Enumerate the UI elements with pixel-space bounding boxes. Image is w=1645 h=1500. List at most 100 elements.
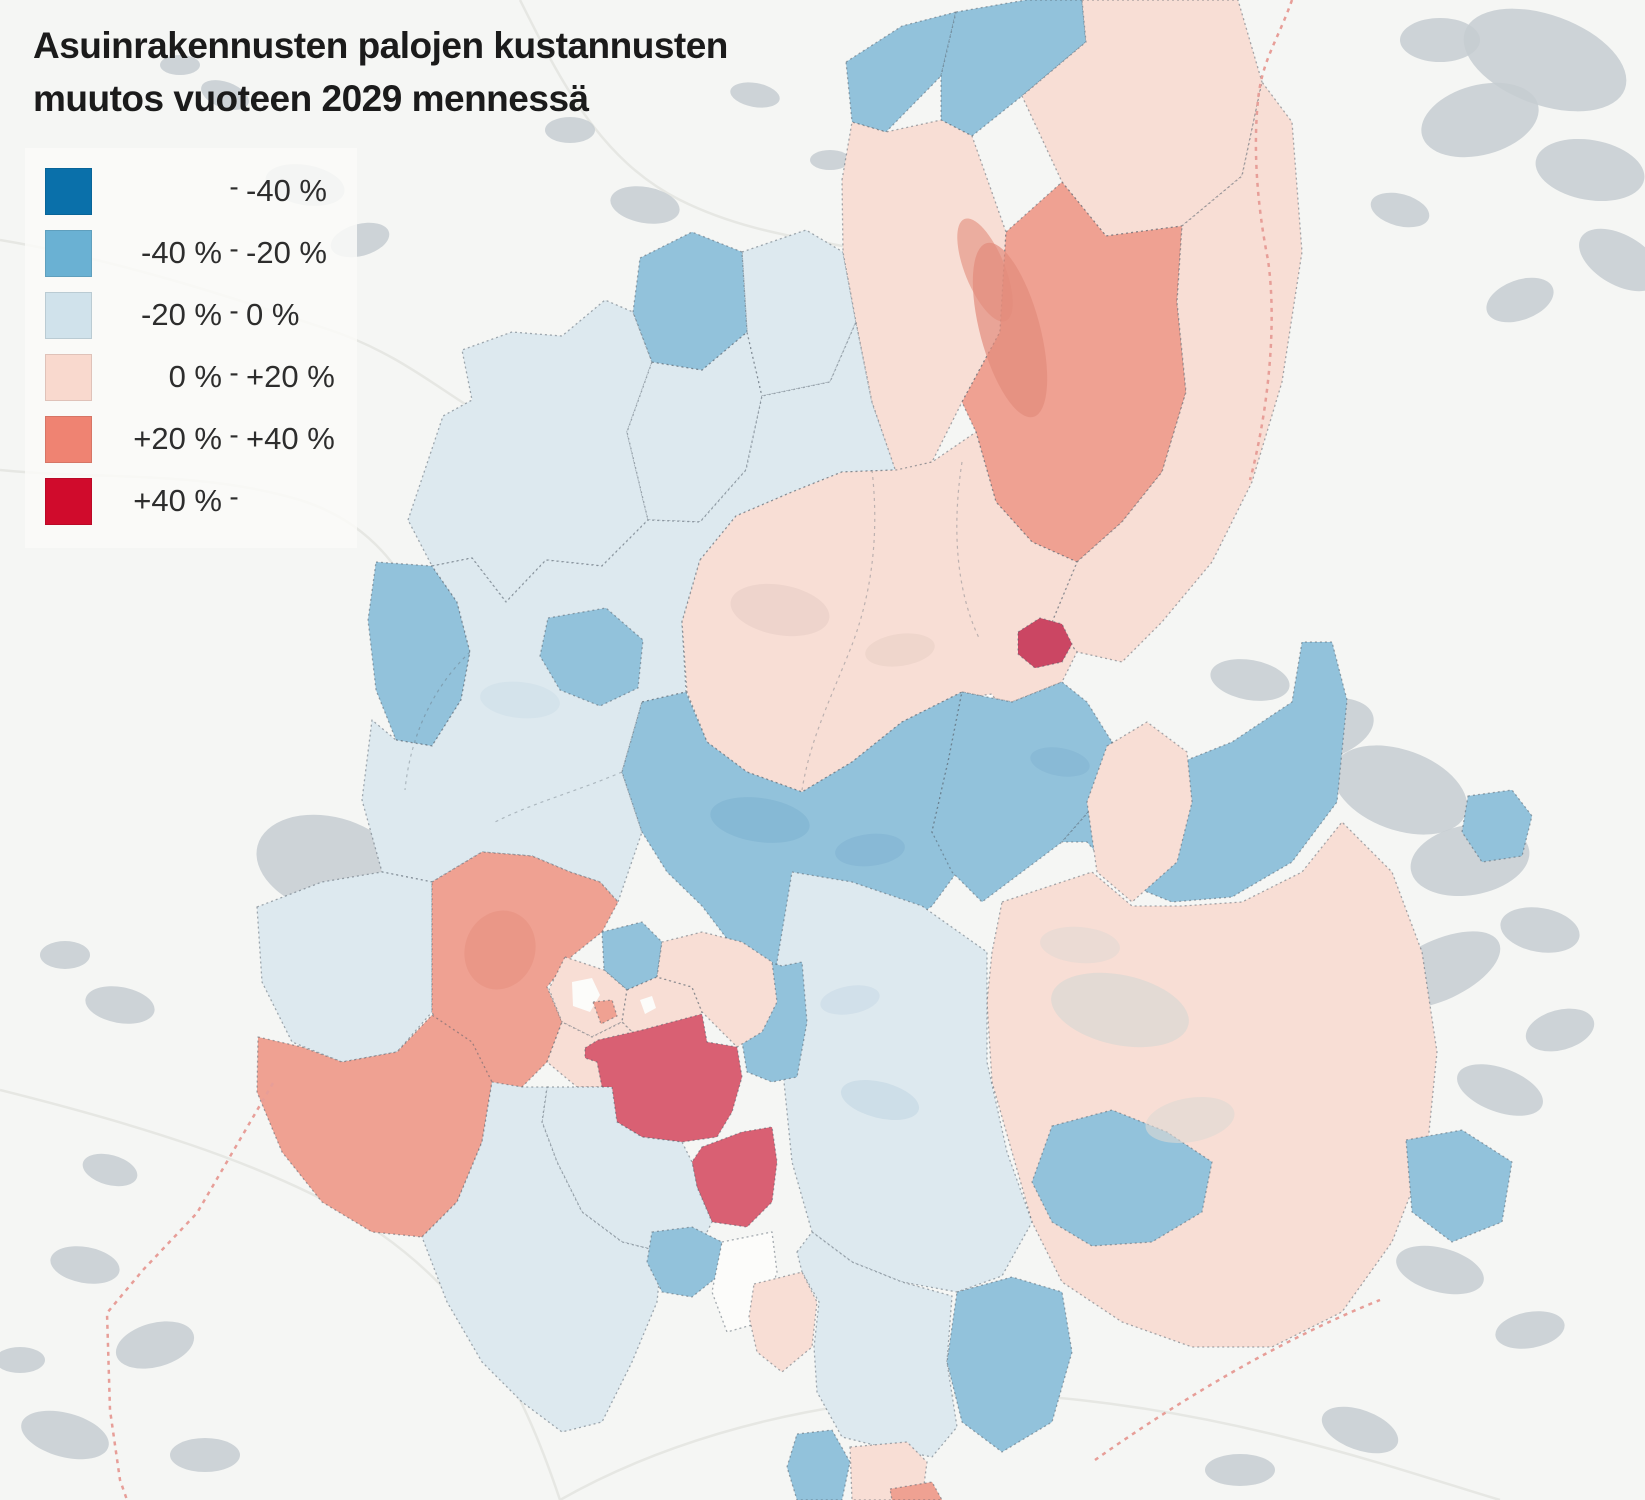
lake-shape	[1579, 228, 1645, 292]
lake-shape	[85, 986, 155, 1024]
map-region-m6[interactable]	[1031, 1109, 1213, 1247]
lake-shape	[610, 186, 680, 224]
province-border-line	[105, 1082, 275, 1500]
map-title-line1: Asuinrakennusten palojen kustannusten	[33, 25, 728, 66]
lake-shape	[1495, 1311, 1565, 1349]
terrain-texture	[1051, 972, 1189, 1048]
lake-shape	[1321, 1406, 1399, 1454]
map-region-m7[interactable]	[946, 1276, 1073, 1453]
lake-shape	[1457, 1064, 1543, 1116]
lake-shape	[730, 82, 780, 108]
map-region-ml1[interactable]	[367, 561, 471, 747]
legend-item: - -40 %	[45, 160, 343, 222]
map-region-b2[interactable]	[940, 0, 1087, 137]
lake-shape	[82, 1153, 138, 1187]
map-region-ml2[interactable]	[539, 607, 644, 707]
map-region-l7[interactable]	[541, 1086, 713, 1253]
map-region-t1[interactable]	[601, 921, 663, 991]
map-region-m2[interactable]	[931, 681, 1113, 903]
lake-shape	[1210, 659, 1290, 701]
lake-shape	[115, 1321, 195, 1369]
lake-shape	[1500, 907, 1580, 953]
terrain-texture	[730, 583, 830, 637]
lake-shape	[21, 1410, 109, 1460]
lake-shape	[1535, 138, 1645, 202]
legend-swatch	[45, 229, 92, 277]
legend-item: -20 % -0 %	[45, 284, 343, 346]
lake-shape	[1332, 745, 1468, 835]
legend-range-to: -20 %	[246, 235, 327, 270]
map-region-t2[interactable]	[592, 999, 618, 1025]
terrain-texture	[1040, 926, 1120, 964]
map-region-p10[interactable]	[849, 1441, 928, 1500]
legend-range-separator: -	[229, 357, 239, 388]
legend: - -40 % -40 % - -20 % -20 % -0 % 0 % - +20 % +20 %…	[25, 148, 357, 548]
legend-swatch	[45, 291, 92, 339]
map-region-l3[interactable]	[421, 1081, 663, 1433]
map-region-c1r[interactable]	[584, 1013, 743, 1143]
map-region-s3[interactable]	[889, 1481, 943, 1500]
map-region-m9[interactable]	[1461, 789, 1533, 863]
map-region-p7[interactable]	[1086, 721, 1193, 903]
legend-range-from: +20 %	[133, 421, 222, 456]
lake-shape	[1486, 277, 1554, 323]
lake-shape	[1525, 1008, 1595, 1052]
map-region-b1[interactable]	[845, 11, 957, 133]
map-region-r1c[interactable]	[407, 299, 653, 603]
legend-item: +40 % -	[45, 470, 343, 532]
map-region-p9[interactable]	[748, 1271, 818, 1373]
lake-shape	[1205, 1454, 1275, 1486]
map-region-d1[interactable]	[1017, 617, 1073, 669]
legend-range-separator: -	[229, 171, 239, 202]
map-region-b3[interactable]	[632, 231, 748, 371]
legend-swatch	[45, 167, 92, 215]
terrain-texture	[480, 681, 560, 719]
province-border-line	[1248, 0, 1294, 481]
road-line	[559, 1393, 1501, 1500]
map-region-p4[interactable]	[1051, 81, 1303, 663]
terrain-texture	[835, 833, 905, 867]
map-region-k4[interactable]	[656, 931, 778, 1048]
road-line	[518, 0, 901, 262]
map-title: Asuinrakennusten palojen kustannusten muu…	[33, 20, 728, 125]
map-region-l8[interactable]	[796, 1231, 958, 1458]
legend-swatch	[45, 353, 92, 401]
lake-shape	[201, 80, 249, 110]
lake-shape	[545, 117, 595, 143]
municipal-border-line	[494, 771, 623, 823]
map-title-line2: muutos vuoteen 2029 mennessä	[33, 77, 589, 119]
terrain-texture	[464, 910, 536, 990]
legend-item: -40 % - -20 %	[45, 222, 343, 284]
map-region-s2[interactable]	[256, 1014, 493, 1238]
legend-range-separator: -	[229, 481, 239, 512]
legend-range-from: -40 %	[141, 235, 222, 270]
legend-items: - -40 % -40 % - -20 % -20 % -0 % 0 % - +20 % +20 %…	[45, 160, 343, 532]
legend-range-separator: -	[229, 295, 239, 326]
legend-range-to: +20 %	[246, 359, 335, 394]
map-region-m8[interactable]	[1405, 1129, 1513, 1243]
map-region-p2[interactable]	[841, 119, 1007, 473]
map-region-m10[interactable]	[646, 1226, 723, 1298]
legend-range-to: -40 %	[246, 173, 327, 208]
terrain-texture	[840, 1080, 920, 1120]
map-region-l5[interactable]	[776, 871, 1033, 1293]
terrain-texture	[820, 985, 880, 1015]
legend-item: 0 % - +20 %	[45, 346, 343, 408]
map-region-p1[interactable]	[1021, 0, 1263, 237]
legend-range-separator: -	[229, 419, 239, 450]
lake-shape	[170, 1438, 240, 1472]
legend-range-separator: -	[229, 233, 239, 264]
lake-shape	[1400, 18, 1480, 62]
map-region-r1b[interactable]	[741, 229, 857, 397]
map-region-m11[interactable]	[786, 1429, 851, 1500]
map-region-wl3[interactable]	[640, 996, 656, 1014]
map-region-p5[interactable]	[681, 431, 1078, 793]
legend-range-from: +40 %	[133, 483, 222, 518]
lake-shape	[1396, 1245, 1484, 1295]
map-region-l2[interactable]	[256, 871, 433, 1063]
lake-shape	[0, 1347, 45, 1373]
terrain-texture	[957, 218, 1013, 322]
